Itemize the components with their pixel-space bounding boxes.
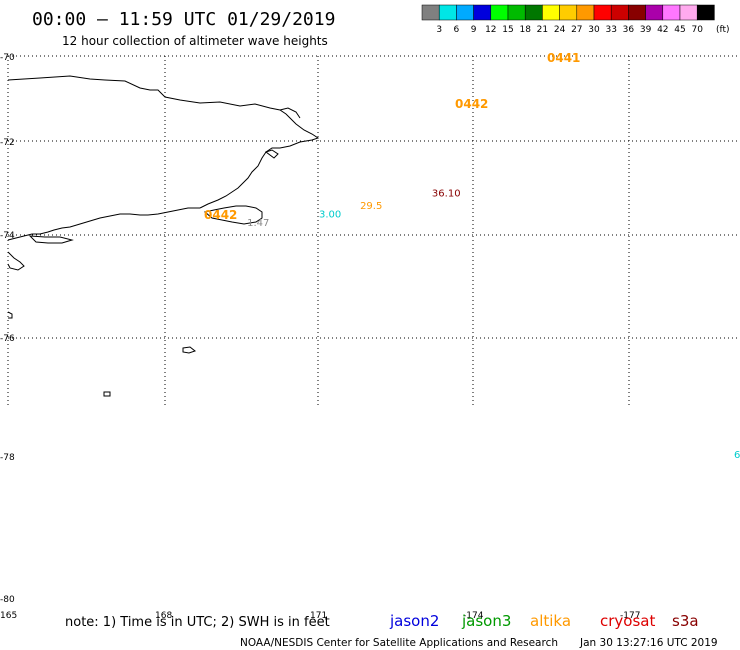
legend-label: 70 [691,25,703,35]
legend-swatch [559,4,578,21]
legend-swatch [576,4,595,21]
coastline-segment [182,346,197,354]
pass-time-label: 0441 [547,51,580,65]
legend-swatch [593,4,612,21]
legend-swatch [645,4,664,21]
legend-label: 42 [657,25,668,35]
observation-labels: 4.293.623.363.493.653.413.493.092.6636.1… [247,188,461,229]
edge-value-label: 6 [734,450,740,461]
legend-swatch [542,4,560,21]
legend-label: 15 [502,25,513,35]
latitude-label: -74 [0,231,15,241]
legend-label: 12 [485,25,496,35]
longitude-label: 168 [155,611,172,621]
legend-label: 39 [640,25,652,35]
coastline-segment [7,75,320,209]
legend-label: 3 [436,25,442,35]
pass-time-label: 0442 [204,208,237,222]
footer-timestamp: Jan 30 13:27:16 UTC 2019 [579,637,718,649]
legend-label: 30 [588,25,600,35]
satellite-name: altika [530,612,571,630]
legend-label: 36 [623,25,635,35]
legend-swatch [524,4,543,21]
wave-height-label: 3.00 [319,210,341,221]
satellite-name: jason3 [461,612,511,630]
pass-labels: 0441 0442 0442 6 [204,51,740,461]
legend-swatch [456,4,474,21]
coastline-segment [7,251,25,271]
legend-swatch [473,4,492,21]
legend-swatch [421,4,440,21]
legend-label: 27 [571,25,582,35]
legend-unit: (ft) [716,25,730,35]
legend-label: 21 [537,25,548,35]
wave-height-label: 36.10 [432,188,461,199]
legend-swatch [679,4,698,21]
legend-label: 6 [454,25,460,35]
coastline-segment [7,311,13,319]
legend-swatch [628,4,646,21]
satellite-name: jason2 [389,612,439,630]
longitude-label: -174 [463,611,484,621]
legend-label: 24 [554,25,566,35]
legend-swatch [610,4,629,21]
legend-label: 33 [605,25,616,35]
graticule [7,55,740,405]
wave-height-label: 1.47 [247,218,269,229]
footer-credit: NOAA/NESDIS Center for Satellite Applica… [240,637,558,649]
legend-swatch [696,4,715,21]
coastline-segment [7,207,200,241]
legend-label: 18 [519,25,531,35]
legend-swatch [507,4,526,21]
legend-swatch [438,4,457,21]
map-title: 00:00 – 11:59 UTC 01/29/2019 [32,9,335,30]
pass-time-label: 0442 [455,97,488,111]
color-legend: 3 6 9 12 15 18 21 24 27 30 33 36 39 42 45 70 (ft) [421,4,730,35]
coastline-segment [203,205,263,225]
legend-label: 9 [471,25,477,35]
map-subtitle: 12 hour collection of altimeter wave hei… [62,34,328,48]
latitude-label: -78 [0,453,15,463]
satellite-name: s3a [672,612,699,630]
longitude-label: 171 [310,611,327,621]
coastline-segment [264,149,279,159]
legend-swatch [662,4,681,21]
latitude-label: -70 [0,53,15,63]
longitude-label: -177 [620,611,640,621]
legend-swatch [490,4,509,21]
legend-label: 45 [674,25,685,35]
latitude-label: -76 [0,334,15,344]
wave-height-label: 29.5 [360,201,382,212]
latitude-label: -72 [0,138,15,148]
satellite-name: cryosat [600,612,655,630]
latitude-label: -80 [0,595,15,605]
coastline [7,75,320,397]
footer-note: note: 1) Time is in UTC; 2) SWH is in fe… [65,615,330,630]
coastline-segment [103,391,111,397]
coastline-segment [28,235,74,244]
longitude-label: 165 [0,611,17,621]
coastline-segment [279,107,301,119]
satellite-legend: jason2 jason3 altika cryosat s3a [389,612,699,630]
axis-labels: -70 -72 -74 -76 -78 -80 165 168 171 -174 -177 [0,53,640,621]
